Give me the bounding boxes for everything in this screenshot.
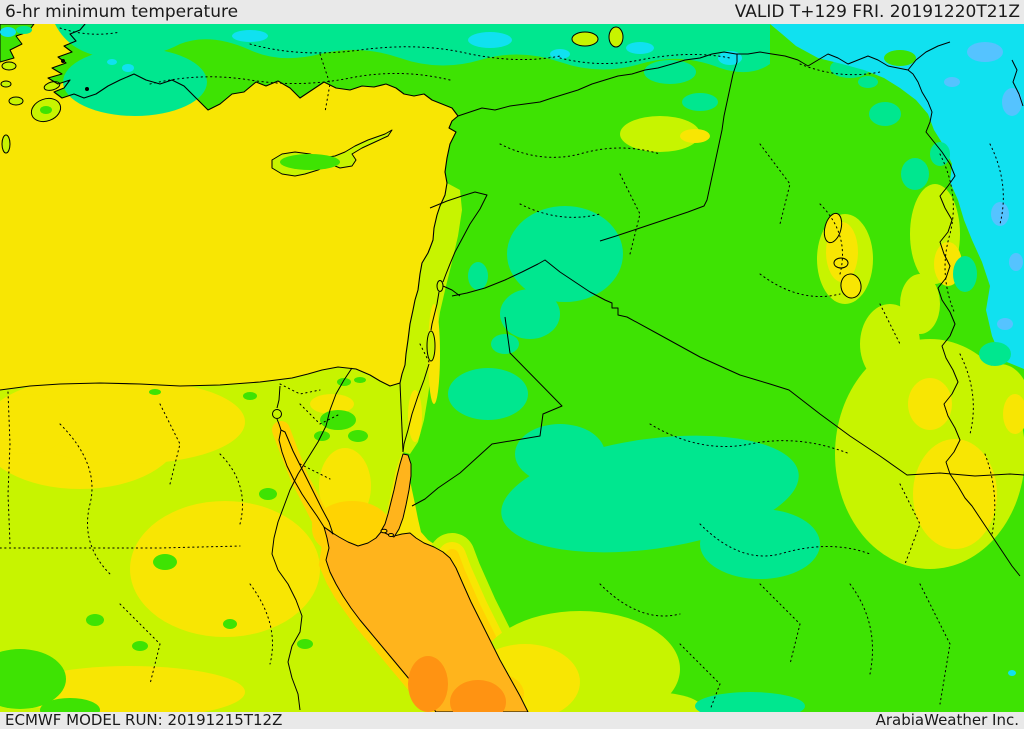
lake-tharthar xyxy=(823,212,843,244)
cold-cyan-region xyxy=(770,24,1024,676)
aegean-islands xyxy=(0,24,89,154)
weather-map xyxy=(0,24,1024,712)
dead-sea xyxy=(426,330,436,362)
brand-label: ArabiaWeather Inc. xyxy=(875,711,1019,729)
gulf-of-suez xyxy=(278,429,334,535)
suez-canal xyxy=(276,385,281,409)
temperature-contour-map xyxy=(0,24,1024,712)
model-run-label: ECMWF MODEL RUN: 20191215T12Z xyxy=(5,711,283,729)
cool-spring-green-patches xyxy=(448,58,929,712)
warm-inland-patches xyxy=(620,116,1024,569)
cyprus-island xyxy=(271,129,393,177)
lake-urmia xyxy=(608,26,624,48)
nile-river xyxy=(271,367,353,711)
lake-habbaniyah xyxy=(833,257,849,269)
country-borders xyxy=(399,41,1024,577)
red-sea xyxy=(323,526,529,712)
sea-of-galilee xyxy=(436,280,444,292)
header-bar: 6-hr minimum temperature VALID T+129 FRI… xyxy=(0,0,1024,24)
gulf-of-aqaba xyxy=(380,453,412,538)
map-title: 6-hr minimum temperature xyxy=(5,2,239,22)
lake-van xyxy=(571,31,599,47)
admin-borders-dotted xyxy=(0,27,1004,711)
footer-bar: ECMWF MODEL RUN: 20191215T12Z ArabiaWeat… xyxy=(0,712,1024,729)
coastlines xyxy=(0,24,459,391)
lakes xyxy=(272,26,862,419)
valid-time-label: VALID T+129 FRI. 20191220T21Z xyxy=(734,2,1020,22)
lake-razzaza xyxy=(840,273,862,299)
egypt-region xyxy=(0,367,436,712)
bitter-lakes xyxy=(272,409,282,419)
